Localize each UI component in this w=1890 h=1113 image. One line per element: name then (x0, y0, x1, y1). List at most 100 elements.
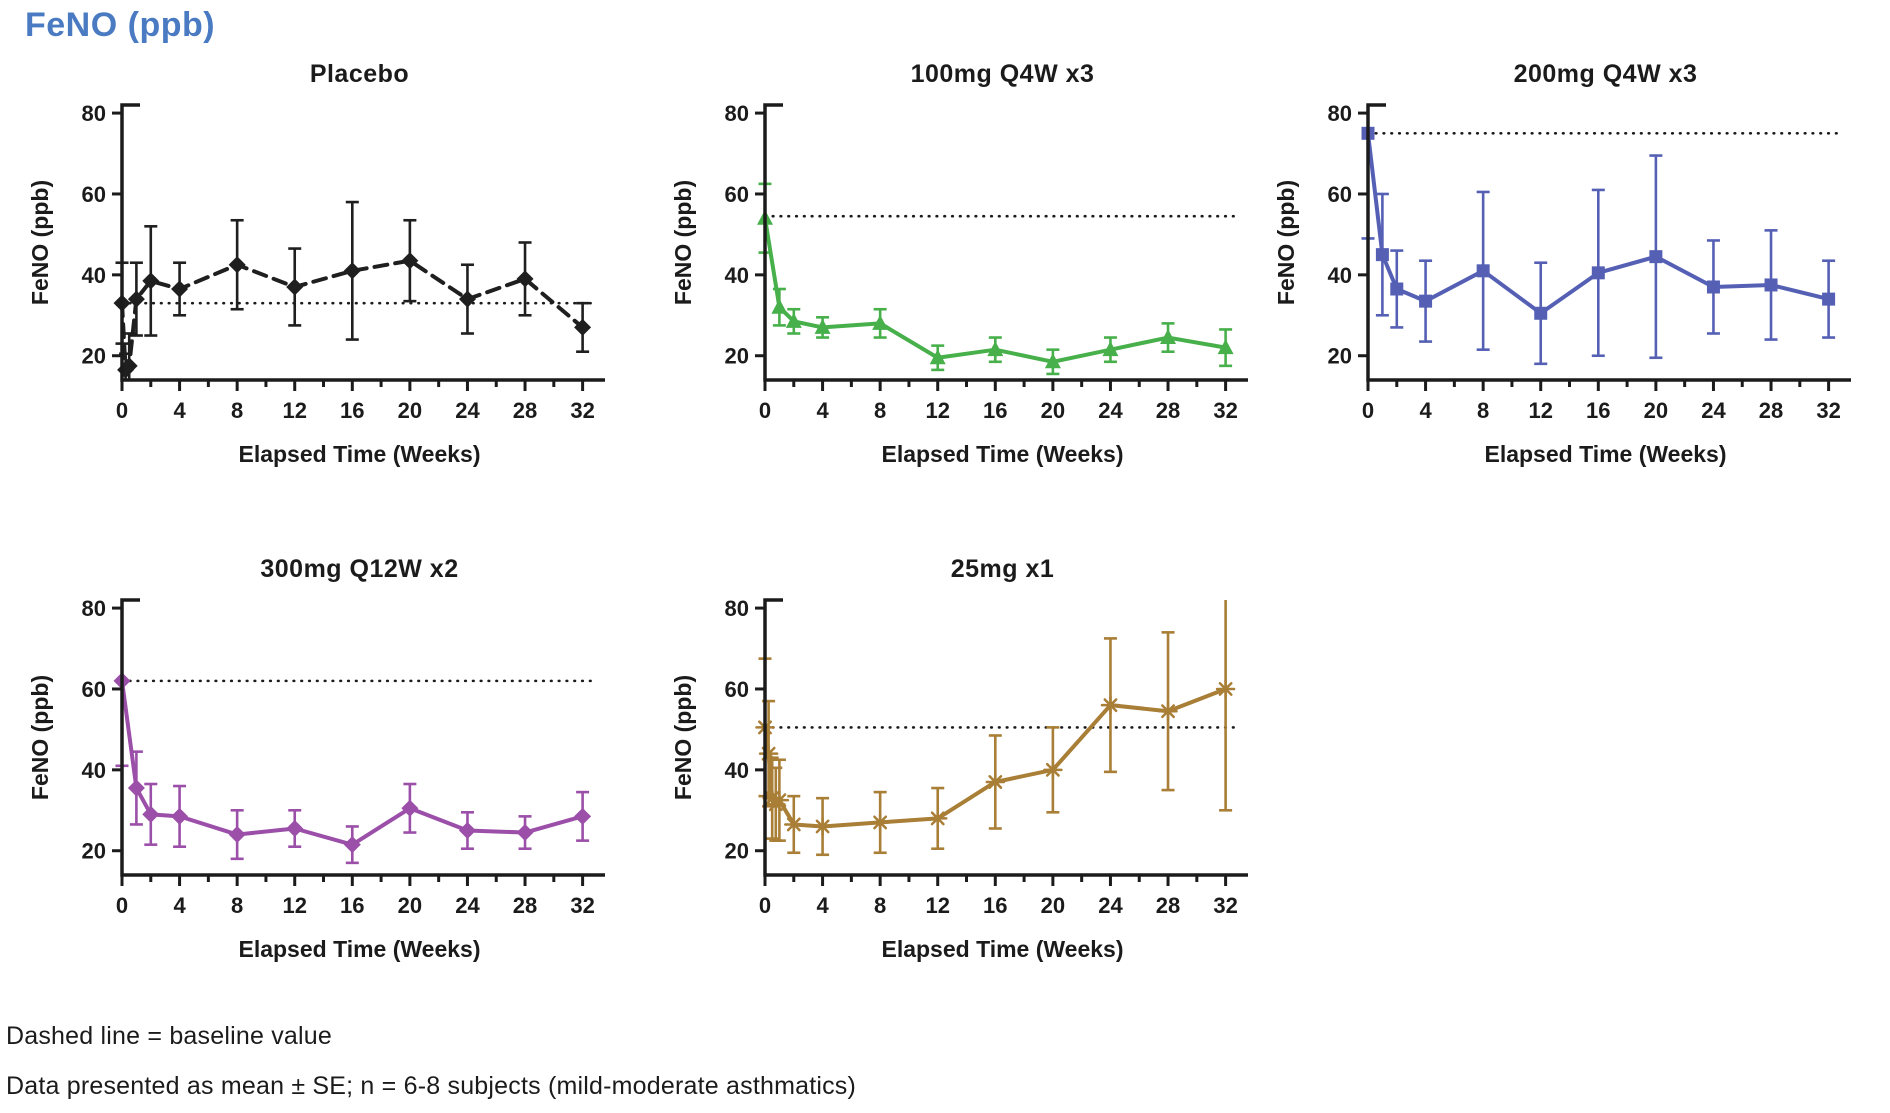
x-tick-label: 24 (455, 398, 480, 423)
y-tick-label: 60 (1328, 182, 1352, 207)
x-tick-label: 28 (513, 398, 537, 423)
x-tick-label: 4 (816, 398, 829, 423)
x-tick-label: 4 (816, 893, 829, 918)
x-tick-label: 24 (1098, 893, 1123, 918)
series-marker (872, 314, 889, 330)
x-tick-label: 12 (1528, 398, 1552, 423)
series-marker (1375, 248, 1389, 262)
y-axis-label: FeNO (ppb) (27, 180, 53, 305)
x-tick-label: 24 (455, 893, 480, 918)
x-tick-label: 8 (231, 398, 243, 423)
y-tick-label: 40 (82, 758, 106, 783)
page-title: FeNO (ppb) (25, 6, 216, 44)
y-tick-label: 20 (1328, 344, 1352, 369)
x-tick-label: 4 (173, 893, 186, 918)
x-tick-label: 12 (925, 893, 949, 918)
series-marker (401, 252, 419, 270)
x-tick-label: 20 (1041, 398, 1065, 423)
x-tick-label: 32 (1816, 398, 1840, 423)
x-tick-label: 12 (925, 398, 949, 423)
y-axis-label: FeNO (ppb) (670, 675, 696, 800)
series-marker (286, 278, 304, 296)
axes (120, 598, 605, 877)
x-tick-label: 0 (759, 893, 771, 918)
series-marker (228, 826, 246, 844)
axes (763, 598, 1248, 877)
series-marker (516, 824, 534, 842)
x-axis-label: Elapsed Time (Weeks) (238, 441, 480, 467)
series-marker (929, 349, 946, 365)
chart-title: 25mg x1 (951, 555, 1055, 583)
x-tick-label: 4 (173, 398, 186, 423)
y-tick-label: 80 (1328, 101, 1352, 126)
x-tick-label: 16 (1586, 398, 1610, 423)
x-tick-label: 8 (1477, 398, 1489, 423)
series-marker (815, 819, 830, 834)
x-axis-label: Elapsed Time (Weeks) (238, 936, 480, 962)
x-tick-label: 20 (398, 398, 422, 423)
panel-200mg-q4w-x3: 200mg Q4W x3 FeNO (ppb) Elapsed Time (Week… (1268, 50, 1888, 490)
series-marker (1706, 280, 1720, 294)
series-marker (120, 357, 138, 375)
panel-300mg-q12w-x2: 300mg Q12W x2 FeNO (ppb) Elapsed Time (Wee… (22, 545, 642, 985)
series-marker (1534, 306, 1548, 320)
panel-placebo: Placebo FeNO (ppb) Elapsed Time (Weeks) 20 4… (22, 50, 642, 490)
chart-title: 300mg Q12W x2 (260, 555, 458, 583)
x-tick-label: 0 (1362, 398, 1374, 423)
y-tick-label: 20 (725, 839, 749, 864)
footnote-dashed-line: Dashed line = baseline value (6, 1022, 332, 1050)
x-tick-label: 28 (513, 893, 537, 918)
series-marker (771, 298, 788, 314)
x-tick-label: 16 (983, 398, 1007, 423)
axes (763, 103, 1248, 382)
x-tick-label: 24 (1098, 398, 1123, 423)
series-marker (1160, 329, 1177, 345)
series-marker (786, 817, 801, 832)
series-marker (814, 318, 831, 334)
y-tick-label: 80 (725, 596, 749, 621)
x-tick-label: 28 (1156, 893, 1180, 918)
series-marker (873, 815, 888, 830)
x-tick-label: 0 (759, 398, 771, 423)
x-tick-label: 8 (231, 893, 243, 918)
series-marker (142, 805, 160, 823)
chart-200mg-q4w-x3: 200mg Q4W x3 FeNO (ppb) Elapsed Time (Week… (1273, 60, 1851, 467)
series-marker (1103, 698, 1118, 713)
footnote-data-presented: Data presented as mean ± SE; n = 6-8 sub… (6, 1072, 857, 1100)
series-marker (1764, 278, 1778, 292)
y-tick-label: 40 (725, 758, 749, 783)
y-tick-label: 20 (82, 839, 106, 864)
x-tick-label: 32 (1213, 398, 1237, 423)
panel-100mg-q4w-x3: 100mg Q4W x3 FeNO (ppb) Elapsed Time (Week… (665, 50, 1285, 490)
series-marker (1419, 294, 1433, 308)
series-marker (127, 290, 145, 308)
y-tick-label: 60 (82, 677, 106, 702)
series-marker (1822, 292, 1836, 306)
x-tick-label: 16 (340, 893, 364, 918)
y-tick-label: 40 (82, 263, 106, 288)
x-tick-label: 28 (1156, 398, 1180, 423)
x-tick-label: 12 (282, 398, 306, 423)
x-axis-label: Elapsed Time (Weeks) (1484, 441, 1726, 467)
x-tick-label: 12 (282, 893, 306, 918)
x-tick-label: 16 (983, 893, 1007, 918)
series-marker (343, 262, 361, 280)
series-marker (574, 318, 592, 336)
chart-25mg-x1: 25mg x1 FeNO (ppb) Elapsed Time (Weeks) 20 4… (670, 555, 1248, 962)
y-tick-label: 80 (82, 596, 106, 621)
series-marker (401, 799, 419, 817)
y-tick-label: 80 (725, 101, 749, 126)
series-marker (1161, 704, 1175, 719)
axes (1366, 103, 1851, 382)
series-marker (343, 836, 361, 854)
chart-title: Placebo (310, 60, 409, 88)
series-marker (516, 270, 534, 288)
series-marker (1390, 282, 1404, 296)
axes (120, 103, 605, 382)
series-marker (1217, 339, 1234, 355)
series-marker (1102, 341, 1119, 357)
y-tick-label: 80 (82, 101, 106, 126)
panel-25mg-x1: 25mg x1 FeNO (ppb) Elapsed Time (Weeks) 20 4… (665, 545, 1285, 985)
series-marker (1218, 682, 1233, 696)
x-tick-label: 4 (1419, 398, 1432, 423)
